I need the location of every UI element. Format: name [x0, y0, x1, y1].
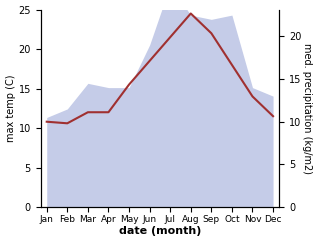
- Y-axis label: max temp (C): max temp (C): [5, 75, 16, 142]
- Y-axis label: med. precipitation (kg/m2): med. precipitation (kg/m2): [302, 43, 313, 174]
- X-axis label: date (month): date (month): [119, 227, 201, 236]
